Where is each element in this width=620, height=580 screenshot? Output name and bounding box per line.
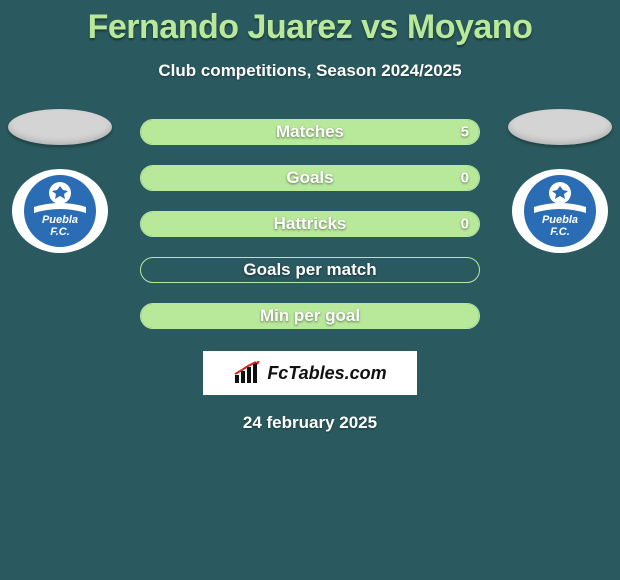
comparison-area: Puebla F.C. Puebla F.C. Matches5Goals0H [0,119,620,329]
player-right-club-badge: Puebla F.C. [510,167,610,255]
stat-right-value: 0 [461,170,469,187]
player-right-column: Puebla F.C. [508,109,612,255]
player-right-avatar [508,109,612,145]
fctables-chart-icon [233,361,261,385]
club-badge-icon: Puebla F.C. [10,167,110,255]
fctables-logo: FcTables.com [203,351,417,395]
bar-fill [141,304,479,328]
stat-bar: Hattricks0 [140,211,480,237]
comparison-infographic: Fernando Juarez vs Moyano Club competiti… [0,0,620,433]
stat-bar: Goals per match [140,257,480,283]
player-left-avatar [8,109,112,145]
stat-bar: Goals0 [140,165,480,191]
svg-text:Puebla: Puebla [42,214,78,226]
bar-fill [141,166,479,190]
bar-fill [141,212,479,236]
player-left-club-badge: Puebla F.C. [10,167,110,255]
stat-bars: Matches5 Goals0 Hattricks0 Goals per match M… [140,119,480,329]
club-badge-icon: Puebla F.C. [510,167,610,255]
stat-right-value: 5 [461,124,469,141]
subtitle: Club competitions, Season 2024/2025 [0,61,620,81]
stat-right-value: 0 [461,216,469,233]
svg-text:Puebla: Puebla [542,214,578,226]
stat-bar: Matches5 [140,119,480,145]
date-text: 24 february 2025 [0,413,620,433]
svg-text:F.C.: F.C. [550,226,570,238]
player-left-column: Puebla F.C. [8,109,112,255]
page-title: Fernando Juarez vs Moyano [0,8,620,47]
stat-bar: Min per goal [140,303,480,329]
svg-text:F.C.: F.C. [50,226,70,238]
stat-label: Goals per match [243,260,376,280]
fctables-logo-text: FcTables.com [267,363,386,384]
bar-fill [141,120,479,144]
